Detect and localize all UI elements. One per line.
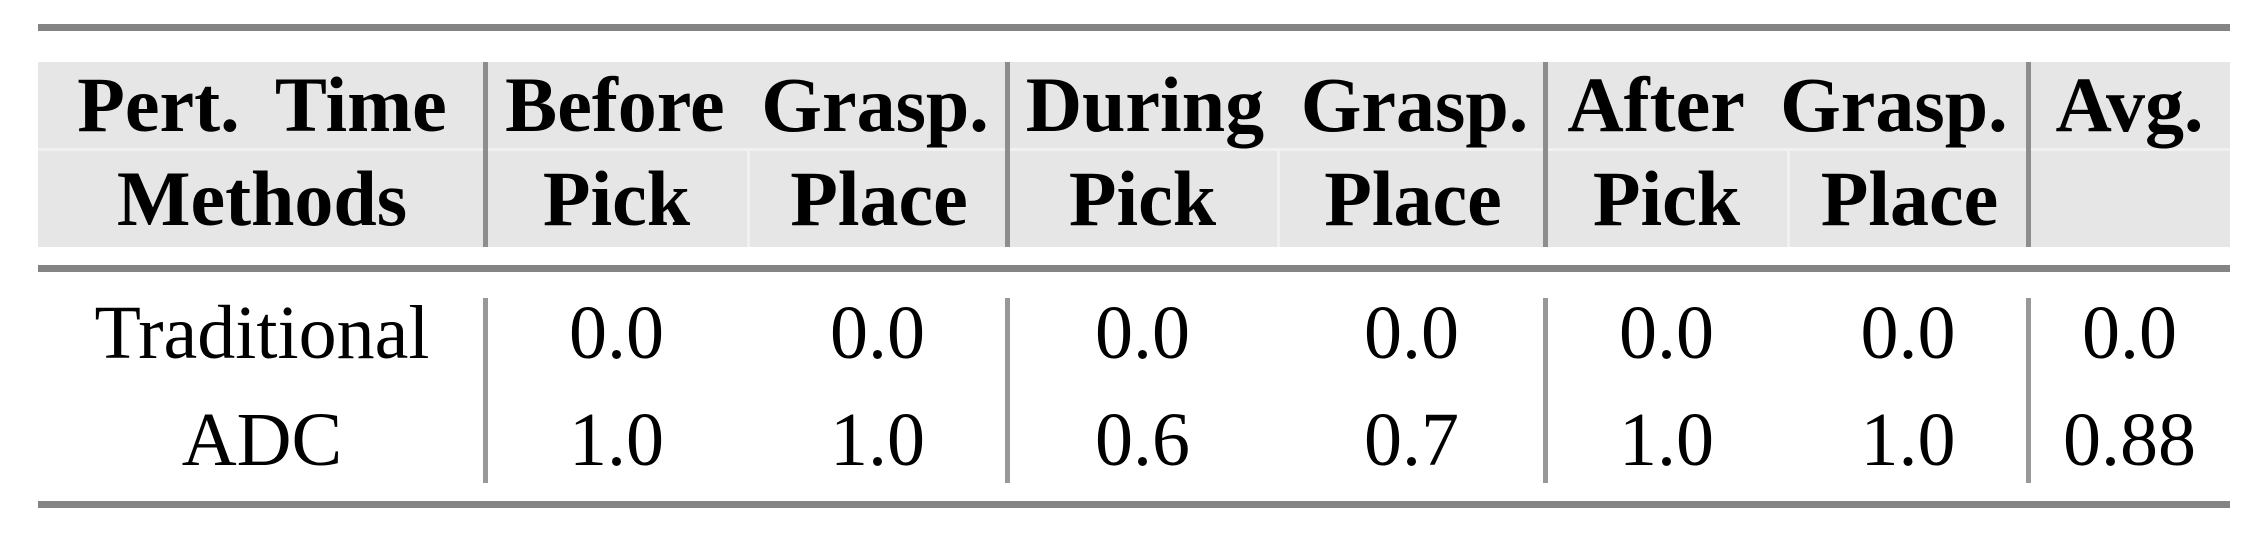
cell-traditional-after-pick: 0.0 [1619, 290, 1714, 375]
cell-traditional-before-place: 0.0 [830, 290, 925, 375]
cell-traditional-avg: 0.0 [2082, 290, 2177, 375]
cell-adc-before-place: 1.0 [830, 398, 925, 482]
subheader-after-pick: Pick [1592, 155, 1741, 242]
cell-traditional-after-place: 0.0 [1860, 290, 1956, 375]
cell-adc-before-pick: 1.0 [569, 398, 664, 482]
divider-body-methods-before [483, 298, 488, 483]
subheader-before-pick: Pick [542, 155, 691, 242]
subheader-during-pick: Pick [1068, 155, 1217, 242]
header-methods: Methods [116, 155, 408, 242]
divider-after-avg [2026, 62, 2031, 247]
cell-adc-after-place: 1.0 [1860, 398, 1956, 482]
header-avg: Avg. [2029, 62, 2230, 151]
header-pert-time: Pert. Time [38, 62, 486, 151]
divider-body-after-avg [2026, 298, 2031, 483]
divider-body-before-during [1005, 298, 1010, 483]
table-header: Pert. Time Before Grasp. During Grasp. A… [38, 62, 2230, 247]
table-body: Traditional 0.0 0.0 0.0 0.0 0.0 0.0 0.0 … [38, 275, 2230, 501]
cell-adc-avg: 0.88 [2063, 398, 2196, 482]
header-group-during-grasp: During Grasp. [1008, 62, 1546, 151]
cell-adc-during-pick: 0.6 [1095, 398, 1190, 482]
divider-body-during-after [1543, 298, 1548, 483]
subheader-during-place: Place [1277, 151, 1546, 247]
cell-adc-during-place: 0.7 [1364, 398, 1459, 482]
cell-traditional-before-pick: 0.0 [569, 290, 664, 375]
header-group-after-grasp: After Grasp. [1546, 62, 2029, 151]
divider-during-after [1543, 62, 1548, 247]
row-traditional-method: Traditional [94, 290, 430, 375]
subheader-after-place: Place [1787, 151, 2029, 247]
subheader-before-place: Place [747, 151, 1008, 247]
cell-traditional-during-place: 0.0 [1364, 290, 1459, 375]
divider-methods-before [483, 62, 488, 247]
header-group-before-grasp: Before Grasp. [486, 62, 1008, 151]
cell-adc-after-pick: 1.0 [1619, 398, 1714, 482]
top-rule [38, 24, 2230, 31]
row-adc-method: ADC [181, 398, 343, 482]
cell-traditional-during-pick: 0.0 [1095, 290, 1190, 375]
divider-before-during [1005, 62, 1010, 247]
header-body-rule [38, 265, 2230, 272]
header-avg-spacer [2029, 151, 2230, 247]
bottom-rule [38, 501, 2230, 508]
